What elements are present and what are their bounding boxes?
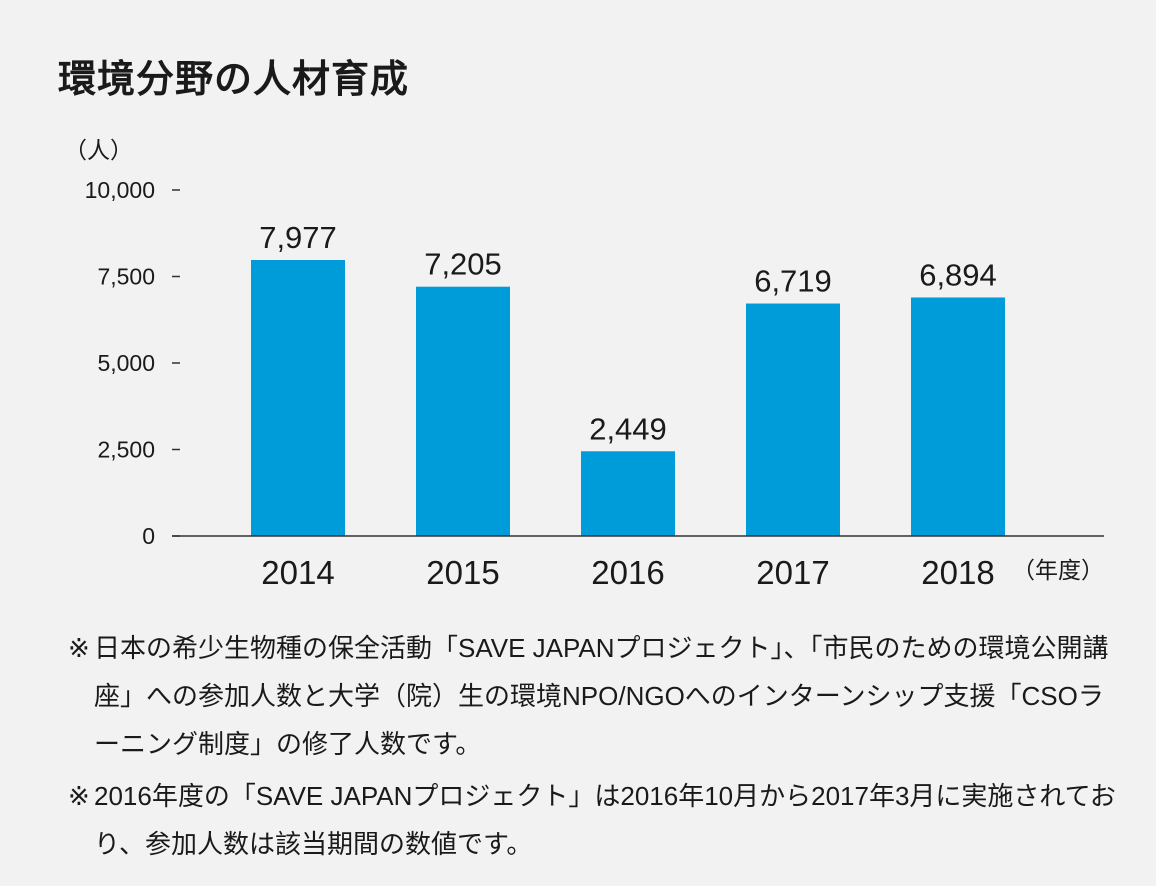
y-tick-label: 0 — [142, 523, 155, 549]
bar — [251, 259, 345, 536]
bar — [416, 286, 510, 536]
x-tick-label: 2015 — [426, 554, 499, 591]
footnote-text: 日本の希少生物種の保全活動「SAVE JAPANプロジェクト」、「市民のための環… — [94, 633, 1109, 759]
footnote: ※ 日本の希少生物種の保全活動「SAVE JAPANプロジェクト」、「市民のため… — [68, 624, 1128, 768]
bar — [581, 451, 675, 536]
x-tick-label: 2018 — [921, 554, 994, 591]
data-label: 6,719 — [754, 264, 832, 299]
bar — [746, 303, 840, 536]
footnote-mark: ※ — [68, 781, 90, 811]
x-tick-label: 2016 — [591, 554, 664, 591]
bar — [911, 297, 1005, 536]
x-tick-label: 2017 — [756, 554, 829, 591]
footnote-text: 2016年度の「SAVE JAPANプロジェクト」は2016年10月から2017… — [94, 781, 1116, 859]
data-label: 7,977 — [259, 220, 337, 255]
chart-title: 環境分野の人材育成 — [58, 59, 410, 101]
y-tick-label: 10,000 — [85, 177, 155, 203]
x-tick-label: 2014 — [261, 554, 334, 591]
footnotes: ※ 日本の希少生物種の保全活動「SAVE JAPANプロジェクト」、「市民のため… — [68, 624, 1128, 868]
y-tick-label: 5,000 — [97, 350, 155, 376]
data-label: 2,449 — [589, 411, 667, 446]
data-label: 6,894 — [919, 257, 997, 292]
y-tick-label: 2,500 — [97, 437, 155, 463]
data-label: 7,205 — [424, 247, 502, 282]
y-axis-label: （人） — [64, 137, 133, 163]
bar-chart: （人） 0 2,500 5,000 7,500 10,000 7,977 2014 7,205 2… — [64, 137, 1104, 591]
footnote: ※ 2016年度の「SAVE JAPANプロジェクト」は2016年10月から20… — [68, 772, 1128, 868]
footnote-mark: ※ — [68, 633, 90, 663]
y-tick-label: 7,500 — [97, 264, 155, 290]
x-axis-label: （年度） — [1012, 557, 1104, 583]
